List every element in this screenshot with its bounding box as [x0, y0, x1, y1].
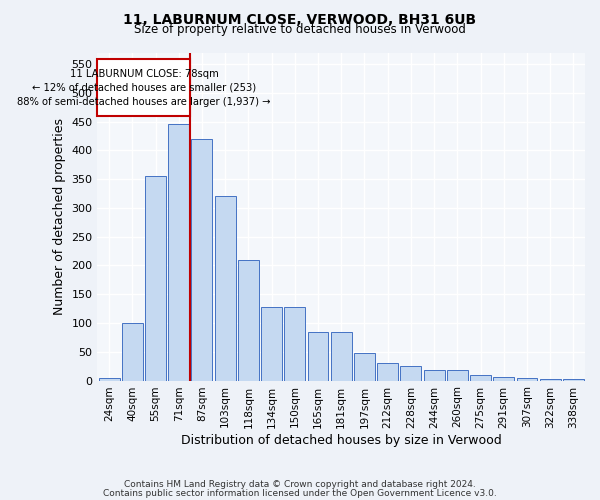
Bar — [284, 307, 305, 380]
Bar — [493, 376, 514, 380]
Text: Size of property relative to detached houses in Verwood: Size of property relative to detached ho… — [134, 24, 466, 36]
Bar — [331, 332, 352, 380]
Bar — [470, 375, 491, 380]
Bar — [145, 176, 166, 380]
Bar — [191, 139, 212, 380]
Bar — [517, 378, 538, 380]
Bar — [168, 124, 189, 380]
Bar — [122, 323, 143, 380]
Text: 11 LABURNUM CLOSE: 78sqm
← 12% of detached houses are smaller (253)
88% of semi-: 11 LABURNUM CLOSE: 78sqm ← 12% of detach… — [17, 68, 271, 106]
X-axis label: Distribution of detached houses by size in Verwood: Distribution of detached houses by size … — [181, 434, 502, 448]
Bar — [447, 370, 468, 380]
Bar — [98, 378, 119, 380]
Bar — [215, 196, 236, 380]
Bar — [377, 364, 398, 380]
Bar — [424, 370, 445, 380]
Text: Contains public sector information licensed under the Open Government Licence v3: Contains public sector information licen… — [103, 488, 497, 498]
Bar — [261, 307, 282, 380]
FancyBboxPatch shape — [97, 60, 190, 116]
Text: 11, LABURNUM CLOSE, VERWOOD, BH31 6UB: 11, LABURNUM CLOSE, VERWOOD, BH31 6UB — [124, 12, 476, 26]
Y-axis label: Number of detached properties: Number of detached properties — [53, 118, 66, 315]
Bar — [400, 366, 421, 380]
Bar — [238, 260, 259, 380]
Text: Contains HM Land Registry data © Crown copyright and database right 2024.: Contains HM Land Registry data © Crown c… — [124, 480, 476, 489]
Bar — [354, 353, 375, 380]
Bar — [308, 332, 328, 380]
